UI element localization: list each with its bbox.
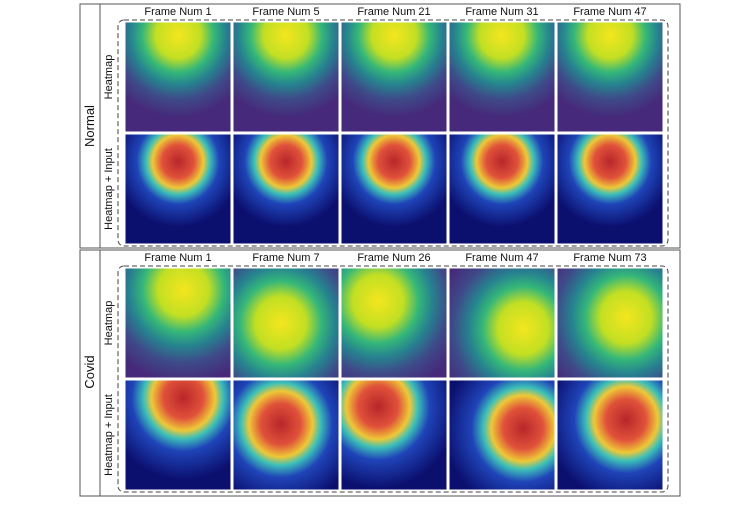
overlay-image [232,379,340,491]
panel-label: Covid [82,355,97,388]
overlay-image [124,379,232,491]
heatmap-image [124,267,232,379]
column-title: Frame Num 47 [465,252,538,264]
row-label: Heatmap + Input [103,394,115,476]
row-label: Heatmap [103,55,115,100]
heatmap-image [556,21,664,133]
overlay-image [232,133,340,245]
heatmap-image [448,21,556,133]
column-title: Frame Num 47 [573,6,646,18]
panel-label: Normal [82,105,97,147]
overlay-image [124,133,232,245]
column-title: Frame Num 7 [252,252,319,264]
overlay-image [448,379,556,491]
column-title: Frame Num 1 [144,6,211,18]
heatmap-image [340,21,448,133]
column-title: Frame Num 21 [357,6,430,18]
overlay-image [340,379,448,491]
heatmap-image [232,267,340,379]
overlay-image [340,133,448,245]
heatmap-image [448,267,556,379]
heatmap-image [556,267,664,379]
heatmap-image [340,267,448,379]
overlay-image [448,133,556,245]
row-label: Heatmap [103,301,115,346]
image-group-border [117,19,669,247]
heatmap-image [232,21,340,133]
heatmap-image [124,21,232,133]
column-title: Frame Num 26 [357,252,430,264]
row-label: Heatmap + Input [103,148,115,230]
column-title: Frame Num 1 [144,252,211,264]
overlay-image [556,133,664,245]
column-title: Frame Num 73 [573,252,646,264]
column-title: Frame Num 31 [465,6,538,18]
panel-frame [79,3,681,249]
column-title: Frame Num 5 [252,6,319,18]
panel-frame [79,249,681,497]
image-group-border [117,265,669,493]
overlay-image [556,379,664,491]
